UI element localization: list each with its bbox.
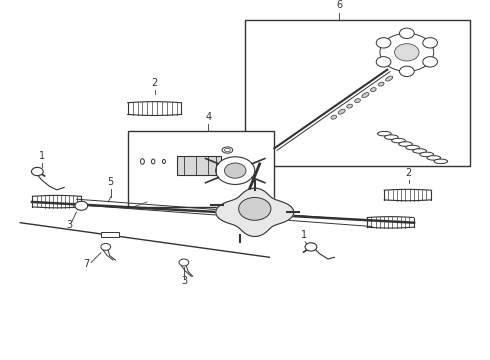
Text: 5: 5 [107, 177, 114, 187]
Bar [128, 131, 274, 207]
Ellipse shape [413, 149, 426, 153]
Text: 3: 3 [181, 276, 187, 287]
Ellipse shape [377, 131, 391, 136]
Bar [245, 21, 470, 166]
Circle shape [376, 57, 391, 67]
Circle shape [216, 157, 255, 184]
Ellipse shape [224, 148, 230, 152]
Ellipse shape [385, 135, 398, 139]
Ellipse shape [399, 142, 413, 146]
Circle shape [399, 66, 414, 77]
Circle shape [224, 163, 246, 178]
Circle shape [423, 57, 438, 67]
Circle shape [376, 38, 391, 48]
Ellipse shape [378, 82, 384, 86]
Text: 2: 2 [406, 168, 412, 179]
Circle shape [31, 167, 43, 176]
Circle shape [394, 44, 419, 61]
Ellipse shape [222, 147, 233, 153]
Bar [101, 233, 120, 237]
Text: 4: 4 [205, 112, 211, 122]
Text: 1: 1 [39, 152, 45, 162]
Ellipse shape [162, 159, 165, 163]
Circle shape [399, 28, 414, 39]
Text: 2: 2 [151, 78, 158, 88]
Ellipse shape [434, 159, 448, 163]
Circle shape [305, 243, 317, 251]
Text: 1: 1 [300, 230, 307, 240]
Text: 7: 7 [83, 259, 89, 269]
Ellipse shape [362, 93, 369, 98]
Circle shape [380, 33, 434, 71]
Circle shape [101, 243, 111, 250]
Ellipse shape [420, 152, 434, 157]
Ellipse shape [331, 115, 337, 119]
Ellipse shape [151, 159, 155, 164]
Ellipse shape [338, 109, 345, 114]
Ellipse shape [427, 156, 441, 160]
Ellipse shape [392, 138, 405, 143]
Text: 3: 3 [66, 220, 72, 230]
Circle shape [423, 38, 438, 48]
Ellipse shape [370, 87, 376, 92]
Ellipse shape [141, 159, 145, 164]
Ellipse shape [386, 76, 392, 81]
Ellipse shape [347, 104, 352, 108]
Circle shape [239, 197, 271, 220]
Circle shape [179, 259, 189, 266]
Ellipse shape [406, 145, 419, 150]
Text: 6: 6 [336, 0, 343, 10]
Bar [176, 156, 220, 175]
Polygon shape [216, 188, 294, 237]
Circle shape [75, 201, 88, 210]
Ellipse shape [355, 99, 360, 103]
